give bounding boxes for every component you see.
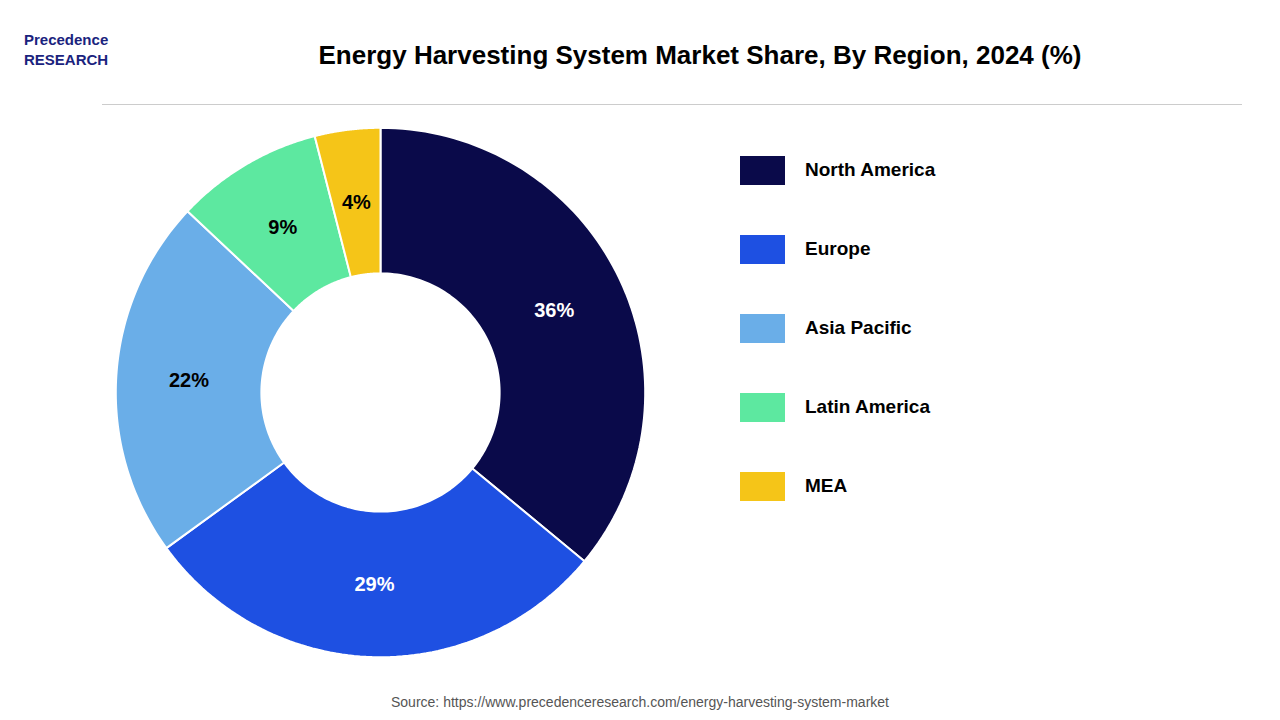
html-text:Latin America: Latin America (805, 396, 930, 417)
html-text:Asia Pacific: Asia Pacific (805, 317, 912, 338)
html-text:RESEARCH: RESEARCH (24, 51, 109, 69)
html-text:MEA: MEA (805, 475, 848, 496)
svg-text:4%: 4% (342, 191, 371, 213)
svg-text:36%: 36% (534, 299, 574, 321)
svg-text:29%: 29% (354, 573, 394, 595)
html-text:North America: North America (805, 159, 936, 180)
html-text:Precedence: Precedence (24, 31, 109, 48)
svg-text:9%: 9% (268, 216, 297, 238)
svg-text:22%: 22% (169, 369, 209, 391)
html-text:Energy Harvesting System Marke: Energy Harvesting System Market Share, B… (318, 40, 1082, 70)
html-text:Europe: Europe (805, 238, 871, 259)
html-text:Source: https://www.precedence: Source: https://www.precedenceresearch.c… (391, 694, 889, 710)
